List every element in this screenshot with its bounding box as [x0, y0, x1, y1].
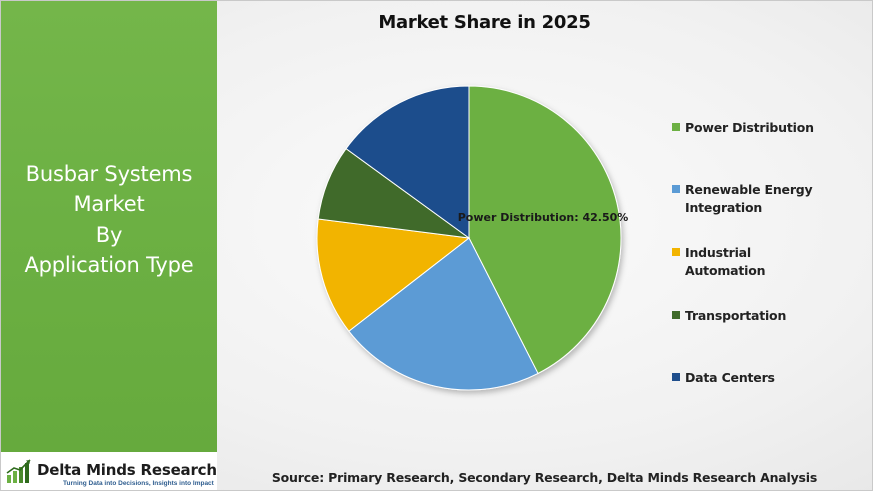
sidebar-panel: Busbar Systems Market By Application Typ…	[1, 1, 217, 452]
report-title-line: Busbar Systems	[25, 161, 193, 186]
pie-slice-power-distribution	[468, 85, 622, 375]
pie-slice-renewable-energy-integration	[348, 237, 539, 391]
legend-label: Renewable Energy Integration	[685, 182, 813, 215]
logo-name: Delta Minds Research	[37, 461, 217, 479]
legend-label: Power Distribution	[685, 120, 814, 135]
legend-label: Transportation	[685, 308, 787, 323]
report-title-line: By	[95, 222, 123, 247]
report-title: Busbar Systems Market By Application Typ…	[24, 159, 193, 281]
legend-label: Data Centers	[685, 370, 775, 385]
legend-swatch	[672, 373, 680, 381]
legend-swatch	[672, 185, 680, 193]
report-title-line: Application Type	[24, 253, 194, 277]
bar-chart-icon	[6, 459, 31, 483]
source-note: Source: Primary Research, Secondary Rese…	[271, 470, 818, 485]
legend-swatch	[672, 123, 680, 131]
logo-tagline: Turning Data into Decisions, Insights in…	[63, 480, 214, 487]
company-logo: Delta Minds Research Turning Data into D…	[1, 452, 217, 490]
pie-data-label: Power Distribution: 42.50%	[458, 211, 629, 224]
pie-slices	[316, 85, 622, 391]
pie-slice-data-centers	[345, 85, 470, 239]
pie-slice-industrial-automation	[316, 218, 471, 332]
legend-swatch	[672, 311, 680, 319]
chart-title: Market Share in 2025	[378, 12, 591, 33]
legend-label: Industrial Automation	[685, 245, 766, 278]
report-title-line: Market	[73, 192, 145, 216]
legend-swatch	[672, 248, 680, 256]
